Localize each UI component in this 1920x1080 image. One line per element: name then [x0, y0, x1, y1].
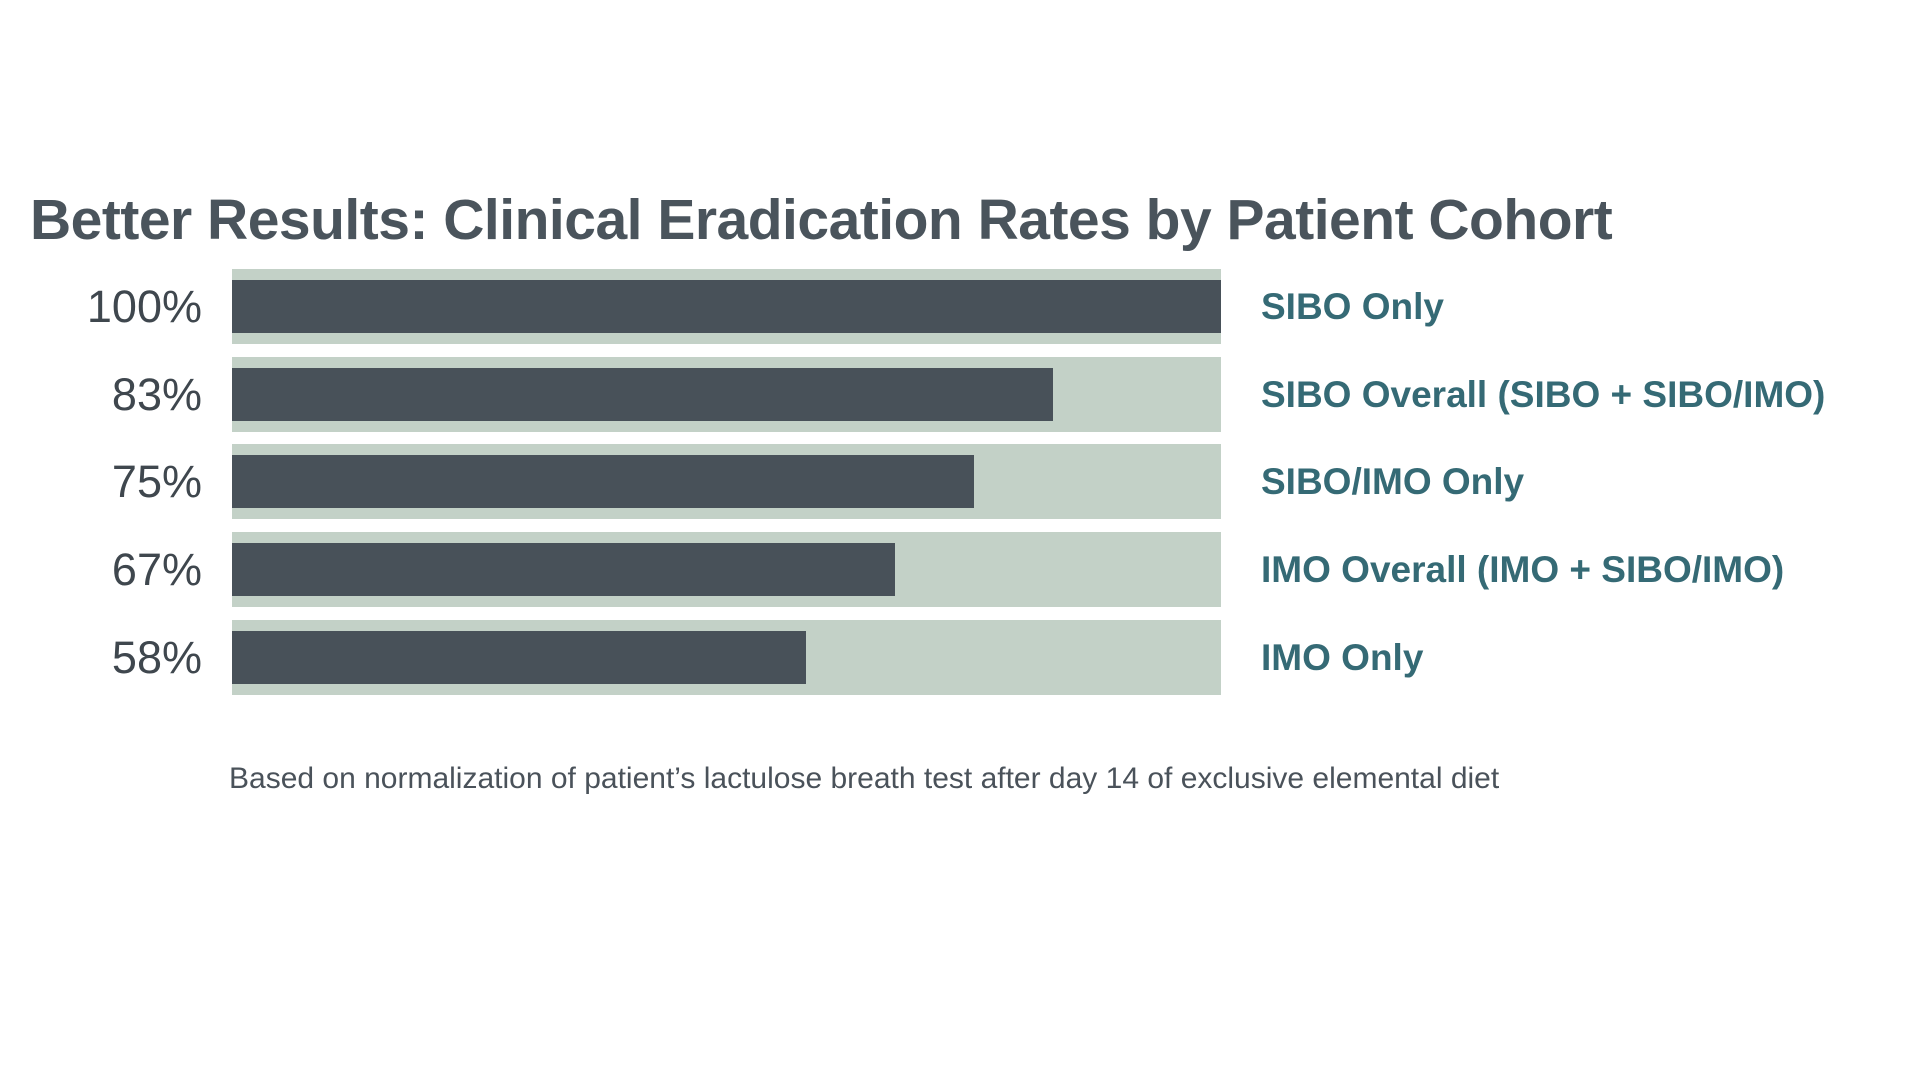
bar-value-label: 100%: [86, 281, 202, 332]
bar-category-label: IMO Overall (IMO + SIBO/IMO): [1261, 549, 1785, 591]
bar-category-label: SIBO Overall (SIBO + SIBO/IMO): [1261, 373, 1826, 415]
chart-row: 83% SIBO Overall (SIBO + SIBO/IMO): [0, 356, 1826, 432]
chart-row: 75% SIBO/IMO Only: [0, 444, 1825, 520]
bar-value-label: 67%: [111, 544, 202, 596]
bar-track: [232, 269, 1221, 344]
bar-track: [232, 444, 1221, 520]
bar-track: [232, 356, 1221, 432]
bar-fill: [232, 367, 1053, 421]
bar-value-label: 75%: [111, 456, 202, 508]
chart-row: 58% IMO Only: [0, 619, 1825, 695]
bar-fill: [232, 280, 1221, 333]
bar-fill: [232, 543, 895, 597]
bar-category-label: IMO Only: [1261, 636, 1424, 678]
bar-track: [232, 532, 1221, 608]
chart-row: 67% IMO Overall (IMO + SIBO/IMO): [0, 532, 1825, 608]
chart-row: 100% SIBO Only: [0, 269, 1825, 344]
bar-value-label: 58%: [111, 631, 202, 683]
bar-category-label: SIBO/IMO Only: [1261, 461, 1525, 503]
chart-title: Better Results: Clinical Eradication Rat…: [30, 188, 1613, 253]
bar-track: [232, 619, 1221, 695]
bar-fill: [232, 630, 806, 684]
bar-chart: 100% SIBO Only 83% SIBO Overall (SIBO + …: [0, 269, 1825, 695]
bar-value-label: 83%: [111, 368, 202, 420]
bar-fill: [232, 455, 974, 509]
bar-category-label: SIBO Only: [1261, 286, 1444, 327]
chart-footnote: Based on normalization of patient’s lact…: [229, 762, 1500, 795]
